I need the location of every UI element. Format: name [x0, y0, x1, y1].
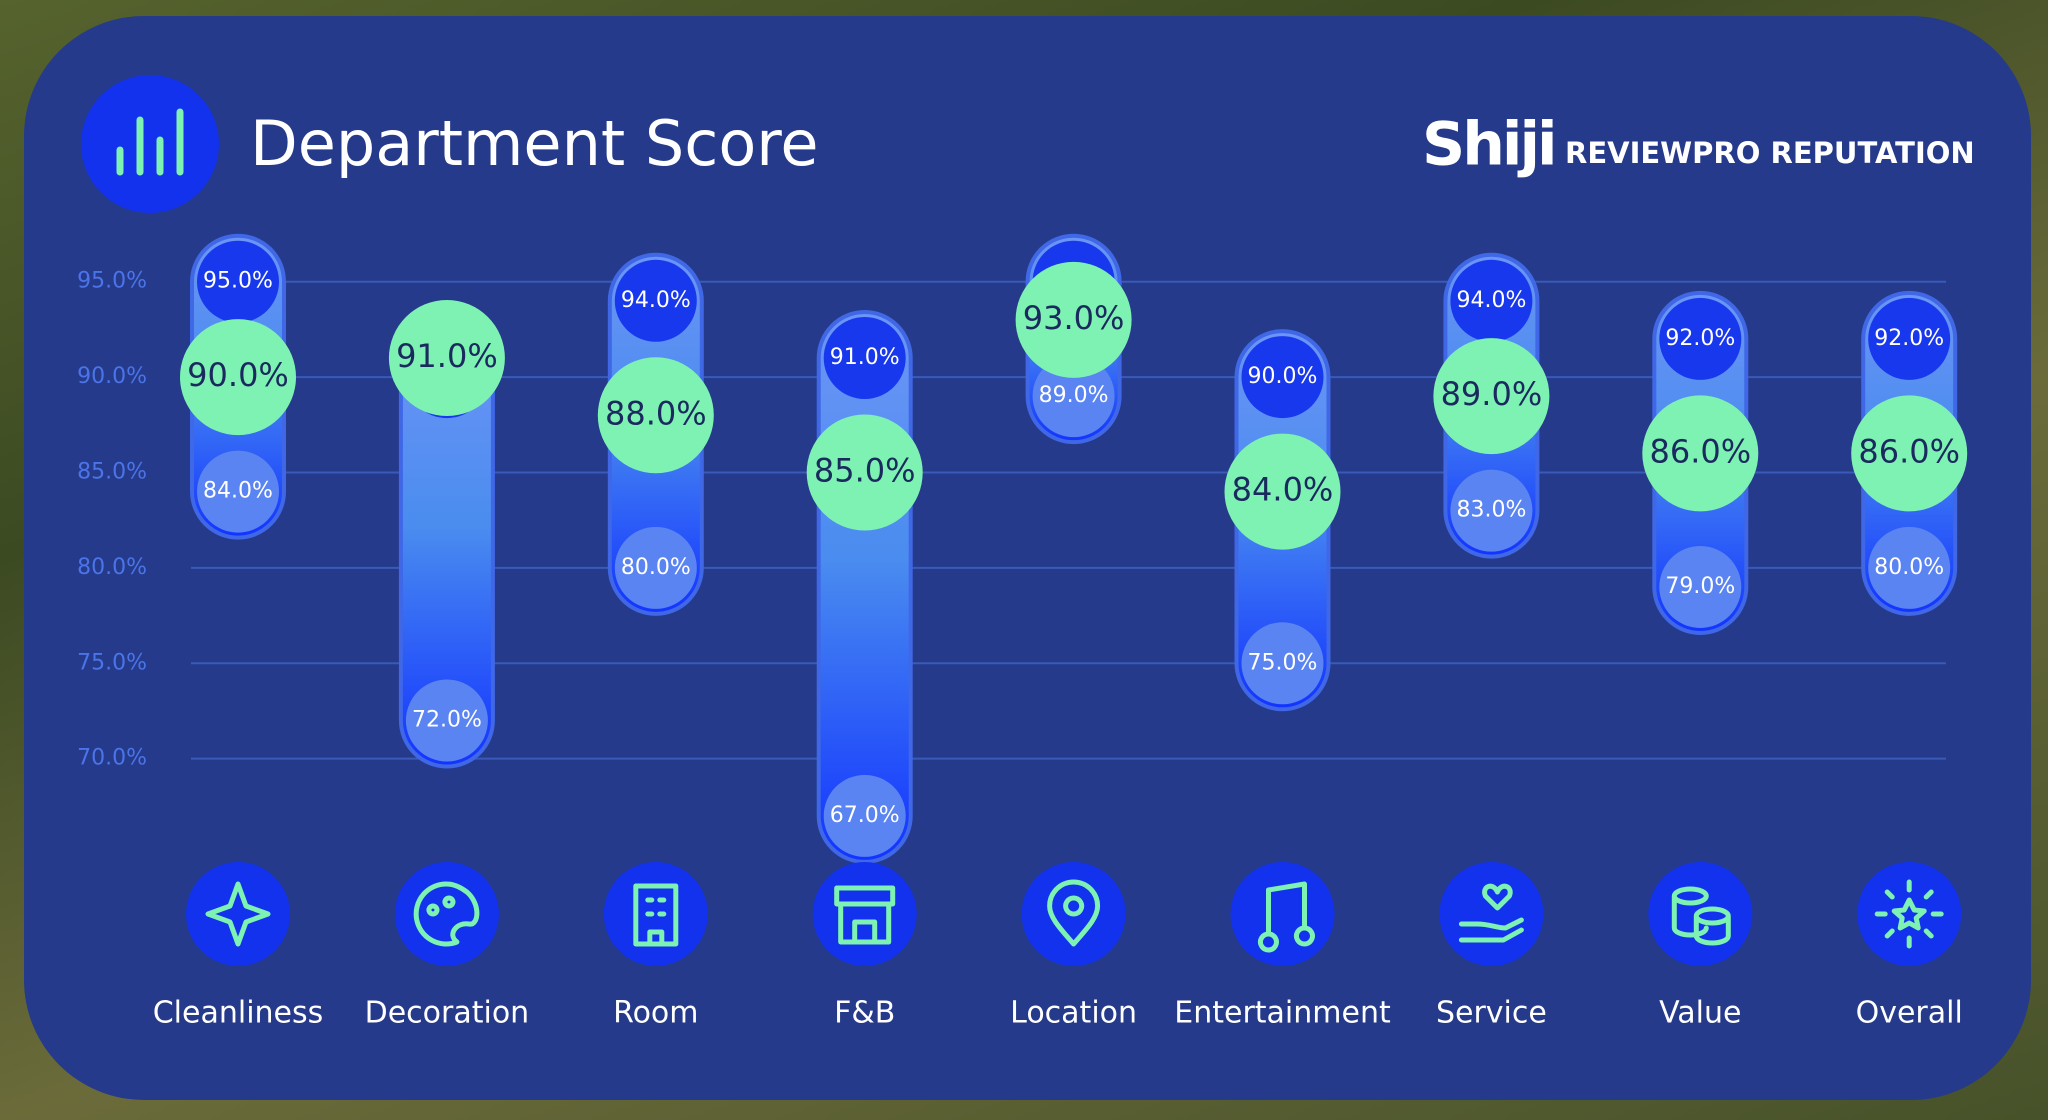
low-dot: [197, 450, 279, 533]
x-tick-label: Value: [1659, 996, 1741, 1031]
y-tick-label: 75.0%: [77, 650, 147, 675]
x-tick-label: Cleanliness: [153, 996, 324, 1031]
category-icon-bg: [1439, 862, 1544, 966]
low-dot: [614, 526, 697, 609]
value-label: 83.0%: [1456, 498, 1526, 523]
category-icon: [1047, 879, 1101, 947]
title-icon-bars: [116, 108, 184, 176]
category-icon: [633, 883, 679, 947]
low-dot: [1868, 526, 1951, 609]
category-icon-bg: [603, 862, 708, 966]
high-dot: [823, 317, 906, 400]
score-dot: [1015, 261, 1132, 378]
value-label: 91.0%: [830, 345, 900, 370]
y-tick-label: 95.0%: [77, 269, 147, 294]
brand: REVIEWPRO REPUTATION: [1565, 136, 1975, 170]
category-icon: [834, 885, 896, 945]
high-dot: [1241, 336, 1324, 419]
score-label: 91.0%: [396, 337, 498, 375]
value-label: 90.0%: [1248, 364, 1318, 389]
value-label: 92.0%: [1665, 326, 1735, 351]
category-icon-bg: [812, 862, 917, 966]
value-label: 84.0%: [203, 479, 273, 504]
x-tick-label: Entertainment: [1174, 996, 1391, 1031]
category-icon: [205, 881, 271, 947]
x-tick-label: Location: [1010, 996, 1137, 1031]
value-label: 92.0%: [1874, 326, 1944, 351]
score-label: 89.0%: [1441, 375, 1543, 413]
value-label: 72.0%: [412, 708, 482, 733]
score-dot: [1224, 433, 1341, 550]
score-label: 88.0%: [605, 394, 707, 432]
low-dot: [405, 679, 488, 762]
value-label: 94.0%: [1456, 288, 1526, 313]
title-icon: [81, 75, 219, 213]
value-label: 94.0%: [621, 288, 691, 313]
score-dot: [1642, 395, 1759, 512]
score-dot: [388, 300, 505, 417]
x-tick-label: Service: [1436, 996, 1547, 1031]
score-dot: [1433, 338, 1550, 455]
low-dot: [1659, 545, 1742, 628]
value-label: 67.0%: [830, 803, 900, 828]
score-label: 84.0%: [1232, 471, 1334, 509]
score-label: 93.0%: [1023, 299, 1125, 337]
value-label: 79.0%: [1665, 574, 1735, 599]
score-dot: [806, 414, 923, 531]
high-dot: [1868, 297, 1951, 380]
high-dot: [614, 259, 697, 342]
value-label: 95.0%: [203, 269, 273, 294]
score-label: 86.0%: [1649, 432, 1751, 470]
x-tick-label: Room: [613, 996, 698, 1031]
category-icon: [1874, 879, 1944, 949]
y-tick-label: 85.0%: [77, 459, 147, 484]
logo: Shiji: [1422, 110, 1555, 180]
category-icon-bg: [1230, 862, 1335, 966]
x-tick-label: Decoration: [365, 996, 530, 1031]
x-tick-label: F&B: [834, 996, 895, 1031]
category-icon-bg: [1857, 862, 1962, 966]
category-icon: [1258, 881, 1315, 953]
low-dot: [823, 774, 906, 857]
score-label: 86.0%: [1858, 432, 1960, 470]
category-icon: [1671, 886, 1731, 946]
y-tick-label: 90.0%: [77, 364, 147, 389]
low-dot: [1241, 622, 1324, 705]
score-dot: [180, 319, 296, 436]
value-label: 80.0%: [1874, 555, 1944, 580]
score-label: 90.0%: [187, 356, 289, 394]
chart-title: Department Score: [250, 107, 819, 180]
value-label: 80.0%: [621, 555, 691, 580]
value-label: 75.0%: [1248, 650, 1318, 675]
score-label: 85.0%: [814, 451, 916, 489]
high-dot: [1659, 297, 1742, 380]
y-tick-label: 70.0%: [77, 746, 147, 771]
value-label: 89.0%: [1039, 383, 1109, 408]
y-tick-label: 80.0%: [77, 555, 147, 580]
high-dot: [1450, 259, 1533, 342]
score-dot: [1851, 395, 1968, 512]
x-tick-label: Overall: [1856, 996, 1963, 1031]
category-icon-bg: [394, 862, 499, 966]
score-dot: [597, 357, 714, 474]
category-icon: [413, 881, 480, 947]
category-icon: [1458, 883, 1524, 943]
high-dot: [197, 240, 279, 323]
low-dot: [1450, 469, 1533, 552]
category-icon-bg: [186, 862, 290, 966]
low-dot: [1032, 355, 1115, 438]
